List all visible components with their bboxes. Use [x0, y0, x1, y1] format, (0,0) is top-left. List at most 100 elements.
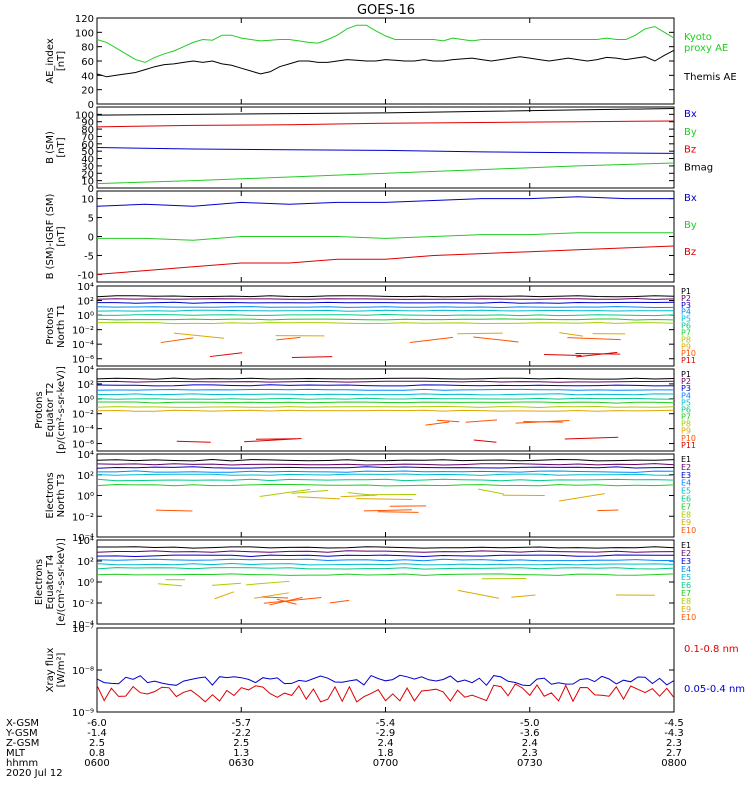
- y-tick-label: 10⁻⁶: [72, 355, 94, 366]
- flux-channel-p7: [97, 401, 675, 404]
- flux-channel-e6: [96, 478, 675, 482]
- channel-label: P6: [681, 405, 691, 414]
- flux-channel-e1: [96, 458, 675, 462]
- channel-label: E2: [681, 463, 691, 472]
- y-tick-label: 10⁻⁴: [72, 533, 94, 544]
- panel-digrf: B (SM)-IGRF (SM) [nT] -10 -5 0 5 10 Bx By Bz: [45, 190, 697, 283]
- flux-channel-e7: [96, 573, 675, 576]
- flux-channel-e8: [211, 582, 241, 586]
- axis-tick-value: 2.5: [233, 738, 249, 749]
- series-line-bmag: [96, 108, 675, 116]
- flux-channel-p10: [515, 420, 570, 424]
- axis-row-label: Y-GSM: [5, 728, 38, 739]
- flux-channel-e9: [254, 592, 289, 599]
- panel-ee: Electrons Equator T4 [e/(cm²-s-sr-keV)] 10⁻…: [34, 536, 696, 631]
- y-tick-label: 20: [81, 169, 94, 180]
- y-axis-label: B (SM)-IGRF (SM): [45, 194, 56, 280]
- axis-tick-value: 0630: [229, 758, 254, 769]
- y-axis-label: Protons: [34, 391, 45, 428]
- y-tick-label: 10⁻²: [72, 410, 94, 421]
- y-axis-label: B (SM): [45, 131, 56, 164]
- axis-tick-value: -5.0: [520, 718, 540, 729]
- date-label: 2020 Jul 12: [6, 768, 63, 779]
- series-line-0.05-0.4-nm: [96, 674, 675, 687]
- flux-channel-e9: [214, 591, 235, 600]
- channel-label: P6: [681, 322, 691, 331]
- y-tick-label: 10²: [77, 380, 94, 391]
- axis-tick-value: -2.2: [231, 728, 251, 739]
- panel-frame: [96, 106, 675, 189]
- flux-channel-e6: [96, 567, 675, 570]
- channel-label: P5: [681, 315, 691, 324]
- panel-frame: [96, 453, 675, 538]
- channel-label: E4: [681, 565, 691, 574]
- flux-channel-p11: [176, 440, 211, 443]
- channel-label: E8: [681, 597, 691, 606]
- channel-label: P11: [681, 441, 696, 450]
- flux-channel-e9: [559, 493, 605, 502]
- channel-label: P7: [681, 328, 691, 337]
- channel-label: P2: [681, 377, 691, 386]
- y-tick-label: 10⁴: [77, 365, 94, 376]
- axis-tick-value: -2.9: [376, 728, 396, 739]
- y-tick-label: 10⁰: [77, 578, 94, 589]
- series-line-themis-ae: [96, 49, 675, 78]
- axis-tick-value: 0.8: [89, 748, 105, 759]
- axis-row-label: X-GSM: [6, 718, 39, 729]
- y-tick-label: 10⁻⁴: [72, 620, 94, 631]
- flux-channel-p11: [575, 352, 621, 355]
- y-tick-label: 10⁴: [77, 450, 94, 461]
- channel-label: E10: [681, 526, 696, 535]
- series-line-kyoto: [96, 24, 675, 63]
- y-tick-label: 10⁰: [77, 492, 94, 503]
- axis-tick-value: -5.7: [231, 718, 251, 729]
- channel-label: E9: [681, 605, 691, 614]
- axis-tick-value: 0600: [84, 758, 109, 769]
- flux-channel-p1: [96, 295, 675, 298]
- flux-channel-p10: [409, 336, 454, 344]
- flux-channel-p11: [473, 439, 497, 443]
- flux-channel-e3: [96, 466, 675, 469]
- channel-label: P4: [681, 308, 691, 317]
- flux-channel-p11: [209, 352, 243, 358]
- time-axis-labels: X-GSM -6.0 -5.7 -5.4 -5.0 -4.5 Y-GSM -1.4 -2.2 -2…: [5, 718, 687, 779]
- channel-label: P1: [681, 287, 691, 296]
- flux-channel-e10: [363, 509, 412, 512]
- legend-label: By: [684, 127, 697, 138]
- flux-channel-p9: [96, 409, 675, 412]
- panel-frame: [96, 539, 675, 625]
- y-axis-label: [e/(cm²-s-sr-keV)]: [56, 538, 67, 626]
- flux-channel-p9: [559, 332, 584, 337]
- flux-channel-p8: [96, 405, 675, 409]
- flux-channel-p3: [97, 301, 675, 304]
- legend-label: 0.05-0.4 nm: [684, 684, 745, 695]
- axis-row-label: Z-GSM: [6, 738, 39, 749]
- flux-channel-p11: [564, 436, 619, 440]
- axis-tick-value: 2.4: [378, 738, 394, 749]
- legend-label: Bx: [684, 193, 697, 204]
- flux-channel-e8: [291, 489, 329, 494]
- series-line-bx: [96, 147, 675, 154]
- y-tick-label: 10⁻⁷: [72, 624, 94, 635]
- channel-label: E4: [681, 479, 691, 488]
- y-tick-label: 40: [81, 155, 94, 166]
- y-tick-label: 120: [75, 14, 94, 25]
- flux-channel-p6: [96, 313, 675, 317]
- flux-channel-p2: [96, 380, 675, 383]
- channel-label: P9: [681, 427, 691, 436]
- axis-tick-value: 2.3: [666, 738, 682, 749]
- y-tick-label: 20: [81, 86, 94, 97]
- channel-label: E5: [681, 573, 691, 582]
- channel-label: P8: [681, 335, 691, 344]
- flux-channel-e3: [96, 554, 674, 558]
- y-tick-label: 10: [81, 195, 94, 206]
- y-tick-label: 10⁰: [77, 311, 94, 322]
- flux-channel-e2: [96, 550, 675, 553]
- panel-frame: [96, 190, 675, 283]
- y-tick-label: 10⁻²: [72, 599, 94, 610]
- flux-channel-e8: [259, 488, 311, 498]
- flux-channel-p6: [96, 397, 675, 400]
